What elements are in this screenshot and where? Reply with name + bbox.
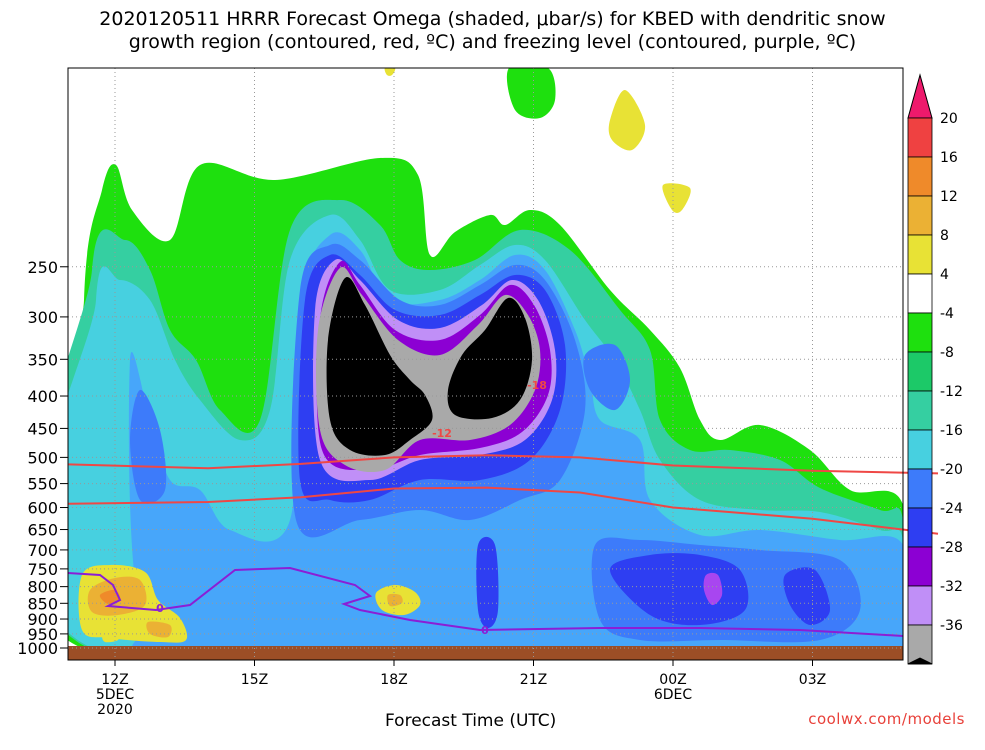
freezing-level-contour xyxy=(67,566,904,637)
omega-shaded-field xyxy=(68,68,903,660)
colorbar-label: -24 xyxy=(940,501,963,517)
colorbar-segment xyxy=(907,429,933,470)
omega-region-black-left xyxy=(326,276,433,456)
colorbar-segment xyxy=(907,156,933,197)
colorbar-label: 4 xyxy=(940,267,949,283)
colorbar-segment xyxy=(907,234,933,275)
omega-region-green-top xyxy=(506,68,556,119)
colorbar-label: 16 xyxy=(940,150,958,166)
omega-region-black-right xyxy=(447,297,533,420)
omega-region-gold-18z xyxy=(387,593,403,607)
y-tick-label: 800 xyxy=(27,578,58,597)
colorbar-label: -36 xyxy=(940,618,963,634)
colorbar-segment xyxy=(907,546,933,587)
colorbar-segment xyxy=(907,468,933,509)
omega-region-blue-right-a xyxy=(610,553,749,626)
colorbar-label: 8 xyxy=(940,228,949,244)
grid-lines xyxy=(68,68,903,660)
x-tick-label: 03Z xyxy=(799,672,826,688)
colorbar-segment xyxy=(907,507,933,548)
ground-surface xyxy=(68,646,903,660)
freezing-label-a: 0 xyxy=(156,602,164,615)
y-tick-label: 500 xyxy=(27,448,58,467)
y-tick-label: 700 xyxy=(27,541,58,560)
omega-region-blue-cell-a xyxy=(583,343,630,411)
omega-region-yellow-b xyxy=(608,89,646,151)
y-tick-label: 550 xyxy=(27,475,58,494)
x-tick-date: 5DEC xyxy=(96,687,135,703)
colorbar-segment xyxy=(907,585,933,626)
x-tick-label: 15Z xyxy=(241,672,268,688)
chart-title-line-1: 2020120511 HRRR Forecast Omega (shaded, … xyxy=(99,8,886,30)
colorbar-label: -16 xyxy=(940,423,963,439)
colorbar-label: -20 xyxy=(940,462,963,478)
omega-region-mid-blue-left xyxy=(130,389,167,504)
omega-region-blue-drip xyxy=(476,536,499,628)
y-tick-label: 850 xyxy=(27,594,58,613)
y-tick-label: 450 xyxy=(27,419,58,438)
colorbar-segment xyxy=(907,117,933,158)
omega-region-blue-right-b xyxy=(783,567,831,626)
y-tick-label: 950 xyxy=(27,625,58,644)
dsgz-label-lower: -12 xyxy=(432,427,452,440)
y-tick-label: 400 xyxy=(27,387,58,406)
y-tick-label: 1000 xyxy=(17,639,58,658)
x-tick-label: 21Z xyxy=(520,672,547,688)
colorbar-label: -12 xyxy=(940,384,963,400)
chart-title-line-2: growth region (contoured, red, ºC) and f… xyxy=(128,31,857,53)
colorbar-label: 12 xyxy=(940,189,958,205)
y-tick-label: 250 xyxy=(27,258,58,277)
dsgz-contour-upper xyxy=(68,454,939,475)
x-tick-year: 2020 xyxy=(97,702,133,718)
colorbar-label: -32 xyxy=(940,579,963,595)
plot-frame xyxy=(67,67,904,661)
freezing-label-b: 0 xyxy=(481,624,489,637)
omega-region-yellow-dot xyxy=(102,631,119,643)
x-tick-label: 12Z xyxy=(101,672,128,688)
omega-region-yellow-c xyxy=(662,183,691,213)
colorbar-label: -8 xyxy=(940,345,954,361)
omega-region-yellow-a xyxy=(384,68,396,76)
x-tick-date: 6DEC xyxy=(654,687,693,703)
dsgz-label-upper: -18 xyxy=(527,379,547,392)
colorbar-segment xyxy=(907,273,933,314)
dsgz-contour-lower xyxy=(68,486,939,535)
colorbar-segment xyxy=(907,351,933,392)
omega-region-purple-cell xyxy=(703,572,723,606)
colorbar: 20 16 12 8 4 -4 -8 -12 -16 -20 -24 -28 -32 -36 xyxy=(907,73,963,665)
colorbar-segment xyxy=(907,390,933,431)
y-tick-label: 900 xyxy=(27,610,58,629)
credit-text: coolwx.com/models xyxy=(808,710,965,728)
y-tick-label: 300 xyxy=(27,308,58,327)
x-axis-label: Forecast Time (UTC) xyxy=(385,711,557,731)
colorbar-segment xyxy=(907,312,933,353)
colorbar-segment xyxy=(907,195,933,236)
x-tick-label: 18Z xyxy=(380,672,407,688)
colorbar-label: -4 xyxy=(940,306,954,322)
y-tick-label: 650 xyxy=(27,521,58,540)
colorbar-bottom-arrow xyxy=(907,657,933,665)
colorbar-label: -28 xyxy=(940,540,963,556)
y-tick-label: 750 xyxy=(27,560,58,579)
colorbar-top-arrow xyxy=(907,73,933,119)
y-tick-label: 600 xyxy=(27,499,58,518)
y-tick-label: 350 xyxy=(27,350,58,369)
colorbar-label: 20 xyxy=(940,111,958,127)
x-tick-label: 00Z xyxy=(659,672,686,688)
